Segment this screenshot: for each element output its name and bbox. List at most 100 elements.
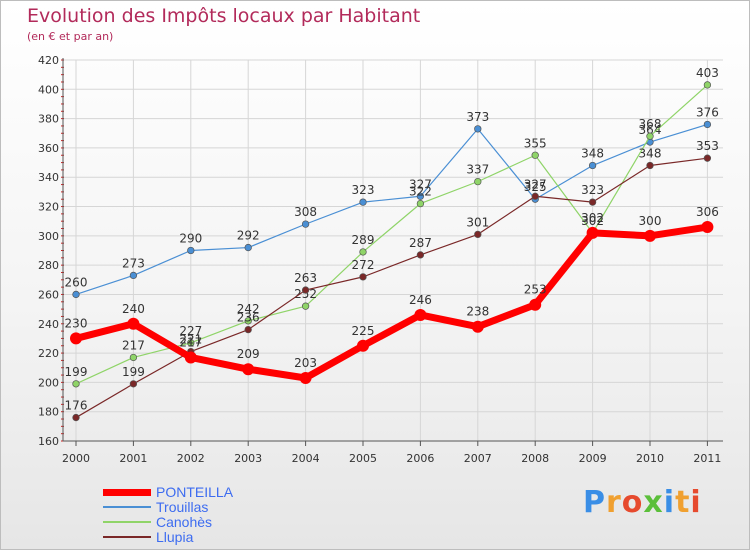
data-label-trouillas: 290 — [179, 232, 202, 246]
data-point-canoh-s — [244, 317, 252, 325]
data-point-canoh-s — [531, 151, 539, 159]
data-label-ponteilla: 300 — [639, 214, 662, 228]
data-point-canoh-s — [646, 132, 654, 140]
data-label-canoh-s: 289 — [352, 233, 375, 247]
legend-label-canoh-s: Canohès — [156, 514, 213, 530]
data-point-trouillas — [588, 161, 597, 170]
data-point-ponteilla — [127, 317, 140, 330]
legend-label-llupia: Llupia — [156, 529, 194, 545]
data-label-ponteilla: 253 — [524, 283, 547, 297]
x-tick-label: 2008 — [521, 452, 549, 465]
data-point-canoh-s — [187, 339, 195, 347]
y-tick-label: 420 — [38, 54, 59, 67]
data-label-trouillas: 376 — [696, 105, 719, 119]
y-tick-label: 240 — [38, 318, 59, 331]
x-tick-label: 2003 — [234, 452, 262, 465]
data-point-canoh-s — [416, 199, 425, 208]
data-label-trouillas: 327 — [409, 177, 432, 191]
data-point-llupia — [588, 198, 597, 206]
data-point-trouillas — [474, 125, 482, 133]
data-label-ponteilla: 209 — [237, 347, 260, 361]
brand-letter: r — [606, 485, 622, 520]
x-tick-label: 2009 — [579, 452, 607, 465]
brand-letter: t — [675, 485, 691, 520]
data-point-canoh-s — [72, 380, 80, 388]
data-label-ponteilla: 302 — [581, 211, 604, 225]
data-label-trouillas: 273 — [122, 256, 145, 270]
x-tick-label: 2001 — [119, 452, 147, 465]
data-label-trouillas: 292 — [237, 229, 260, 243]
data-point-trouillas — [359, 198, 367, 206]
data-label-ponteilla: 246 — [409, 293, 432, 307]
series-line-trouillas — [75, 123, 709, 296]
data-label-llupia: 263 — [294, 271, 317, 285]
data-point-canoh-s — [129, 353, 138, 362]
brand-logo: Proxiti — [583, 485, 702, 520]
data-point-llupia — [359, 273, 367, 281]
y-tick-label: 300 — [38, 230, 59, 243]
data-label-canoh-s: 368 — [639, 117, 662, 131]
series-line-llupia — [75, 157, 709, 419]
data-label-trouillas: 373 — [466, 110, 489, 124]
data-label-llupia: 348 — [639, 147, 662, 161]
data-label-ponteilla: 225 — [352, 324, 375, 338]
data-point-llupia — [416, 251, 425, 259]
brand-letter: x — [643, 485, 664, 520]
data-label-canoh-s: 302 — [581, 214, 604, 228]
data-label-ponteilla: 240 — [122, 302, 145, 316]
brand-letter: o — [621, 485, 644, 520]
data-point-canoh-s — [703, 81, 712, 89]
data-point-ponteilla — [471, 320, 484, 333]
x-tick-label: 2007 — [464, 452, 492, 465]
data-point-ponteilla — [644, 229, 656, 242]
x-tick-label: 2005 — [349, 452, 377, 465]
x-tick-label: 2006 — [406, 452, 434, 465]
data-point-ponteilla — [242, 363, 255, 376]
data-label-llupia: 323 — [581, 183, 604, 197]
data-label-canoh-s: 199 — [65, 365, 88, 379]
data-label-ponteilla: 306 — [696, 205, 719, 219]
data-label-trouillas: 260 — [65, 275, 88, 289]
data-label-canoh-s: 227 — [179, 324, 202, 338]
data-point-canoh-s — [474, 177, 482, 186]
data-point-llupia — [474, 230, 482, 239]
data-label-llupia: 236 — [237, 311, 260, 325]
y-tick-label: 280 — [38, 259, 59, 272]
legend-swatch-canoh-s — [103, 521, 151, 523]
y-tick-label: 260 — [38, 288, 59, 301]
brand-letter: P — [583, 485, 606, 520]
data-point-llupia — [703, 154, 712, 162]
legend-swatch-llupia — [103, 536, 151, 538]
data-label-trouillas: 325 — [524, 180, 547, 194]
data-point-llupia — [244, 325, 252, 334]
data-point-ponteilla — [70, 332, 82, 345]
data-label-canoh-s: 403 — [696, 66, 719, 80]
data-point-ponteilla — [357, 339, 369, 352]
data-label-canoh-s: 355 — [524, 136, 547, 150]
data-label-trouillas: 364 — [639, 123, 662, 137]
data-point-trouillas — [703, 120, 712, 129]
data-point-llupia — [646, 161, 654, 170]
data-label-ponteilla: 230 — [65, 316, 88, 330]
y-tick-label: 380 — [38, 113, 59, 126]
series-line-canoh-s — [75, 84, 709, 385]
legend-swatch-ponteilla — [103, 488, 151, 496]
legend-swatch-trouillas — [103, 506, 151, 508]
data-label-trouillas: 348 — [581, 147, 604, 161]
data-point-trouillas — [416, 192, 425, 200]
data-label-canoh-s: 252 — [294, 287, 317, 301]
data-point-llupia — [531, 192, 539, 200]
data-label-ponteilla: 217 — [179, 335, 202, 349]
data-label-llupia: 176 — [65, 399, 88, 413]
legend-label-trouillas: Trouillas — [156, 499, 209, 515]
chart-subtitle: (en € et par an) — [27, 30, 114, 43]
y-tick-label: 220 — [38, 347, 59, 360]
data-label-ponteilla: 203 — [294, 356, 317, 370]
data-point-ponteilla — [586, 226, 599, 239]
data-point-trouillas — [187, 246, 195, 255]
data-point-ponteilla — [414, 308, 427, 321]
data-point-llupia — [301, 286, 310, 294]
data-point-trouillas — [72, 290, 80, 299]
